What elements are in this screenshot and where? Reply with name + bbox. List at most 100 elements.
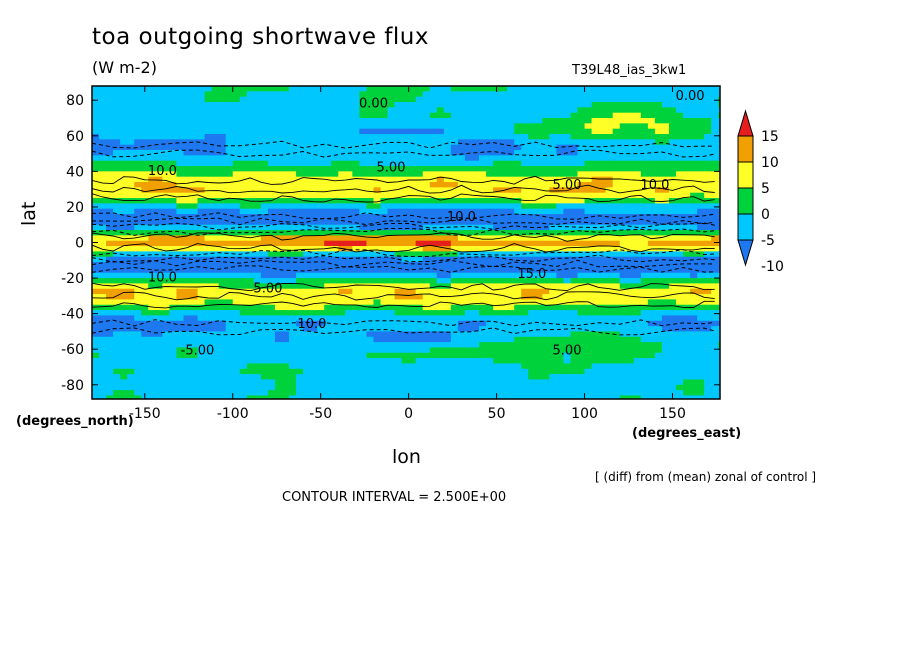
heat-cell xyxy=(556,230,565,236)
heat-cell xyxy=(331,176,339,183)
heat-cell xyxy=(479,91,487,98)
heat-cell xyxy=(711,160,719,167)
heat-cell xyxy=(542,310,550,317)
heat-cell xyxy=(260,86,269,92)
heat-cell xyxy=(394,102,403,108)
heat-cell xyxy=(422,299,431,306)
heat-cell xyxy=(633,219,642,226)
heat-cell xyxy=(711,176,719,183)
heat-cell xyxy=(359,310,368,317)
heat-cell xyxy=(99,342,107,349)
heat-cell xyxy=(134,368,142,375)
heat-cell xyxy=(394,198,403,204)
heat-cell xyxy=(443,96,452,103)
heat-cell xyxy=(232,91,241,98)
heat-cell xyxy=(542,320,550,327)
heat-cell xyxy=(640,123,649,130)
heat-cell xyxy=(134,347,142,354)
heat-cell xyxy=(225,182,234,188)
heat-cell xyxy=(281,96,290,103)
heat-cell xyxy=(718,315,720,322)
heat-cell xyxy=(471,256,480,263)
heat-cell xyxy=(310,214,318,220)
heat-cell xyxy=(619,182,628,188)
heat-cell xyxy=(387,262,396,268)
heat-cell xyxy=(345,134,353,140)
heat-cell xyxy=(148,155,156,162)
heat-cell xyxy=(577,102,586,108)
heat-cell xyxy=(267,134,276,140)
heat-cell xyxy=(113,320,121,327)
heat-cell xyxy=(676,107,684,114)
heat-cell xyxy=(654,374,663,381)
heat-cell xyxy=(408,368,417,375)
heat-cell xyxy=(528,203,536,210)
heat-cell xyxy=(401,347,410,354)
heat-cell xyxy=(106,166,114,172)
heat-cell xyxy=(232,272,241,279)
heat-cell xyxy=(676,144,684,151)
heat-cell xyxy=(479,331,487,338)
heat-cell xyxy=(711,182,719,188)
heat-cell xyxy=(338,315,346,322)
heat-cell xyxy=(479,155,487,162)
heat-cell xyxy=(415,352,424,359)
heat-cell xyxy=(338,240,346,247)
heat-cell xyxy=(296,336,304,343)
heat-cell xyxy=(676,230,684,236)
heat-cell xyxy=(486,118,494,124)
heat-cell xyxy=(331,304,339,311)
heat-cell xyxy=(289,102,297,108)
heat-cell xyxy=(345,374,353,381)
heat-cell xyxy=(626,310,635,317)
heat-cell xyxy=(373,107,382,114)
heat-cell xyxy=(267,150,276,156)
heat-cell xyxy=(211,304,220,311)
heat-cell xyxy=(211,155,220,162)
heat-cell xyxy=(281,310,290,317)
heat-cell xyxy=(450,251,459,258)
heat-cell xyxy=(626,352,635,359)
heat-cell xyxy=(647,91,656,98)
heat-cell xyxy=(401,235,410,242)
heat-cell xyxy=(127,214,135,220)
heat-cell xyxy=(422,118,431,124)
heat-cell xyxy=(401,187,410,194)
heat-cell xyxy=(528,336,536,343)
heat-cell xyxy=(605,160,614,167)
heat-cell xyxy=(92,123,100,130)
heat-cell xyxy=(134,256,142,263)
heat-cell xyxy=(155,331,163,338)
heat-cell xyxy=(514,139,522,146)
heat-cell xyxy=(317,272,325,279)
heat-cell xyxy=(373,331,382,338)
heat-cell xyxy=(239,363,248,370)
heat-cell xyxy=(120,283,128,290)
heat-cell xyxy=(183,166,192,172)
heat-cell xyxy=(155,214,163,220)
heat-cell xyxy=(359,278,368,285)
heat-cell xyxy=(134,352,142,359)
heat-cell xyxy=(204,256,213,263)
heat-cell xyxy=(676,118,684,124)
heat-cell xyxy=(711,166,719,172)
heat-cell xyxy=(218,358,227,365)
heat-cell xyxy=(598,118,607,124)
heat-cell xyxy=(106,251,114,258)
heat-cell xyxy=(514,96,522,103)
heat-cell xyxy=(141,379,149,386)
heat-cell xyxy=(640,283,649,290)
heat-cell xyxy=(549,144,558,151)
heat-cell xyxy=(683,198,691,204)
heat-cell xyxy=(535,182,543,188)
heat-cell xyxy=(380,102,389,108)
heat-cell xyxy=(401,118,410,124)
heat-cell xyxy=(711,315,719,322)
heat-cell xyxy=(563,102,572,108)
heat-cell xyxy=(704,240,712,247)
heat-cell xyxy=(225,374,234,381)
heat-cell xyxy=(352,107,360,114)
heat-cell xyxy=(464,134,473,140)
heat-cell xyxy=(626,139,635,146)
heat-cell xyxy=(690,299,698,306)
